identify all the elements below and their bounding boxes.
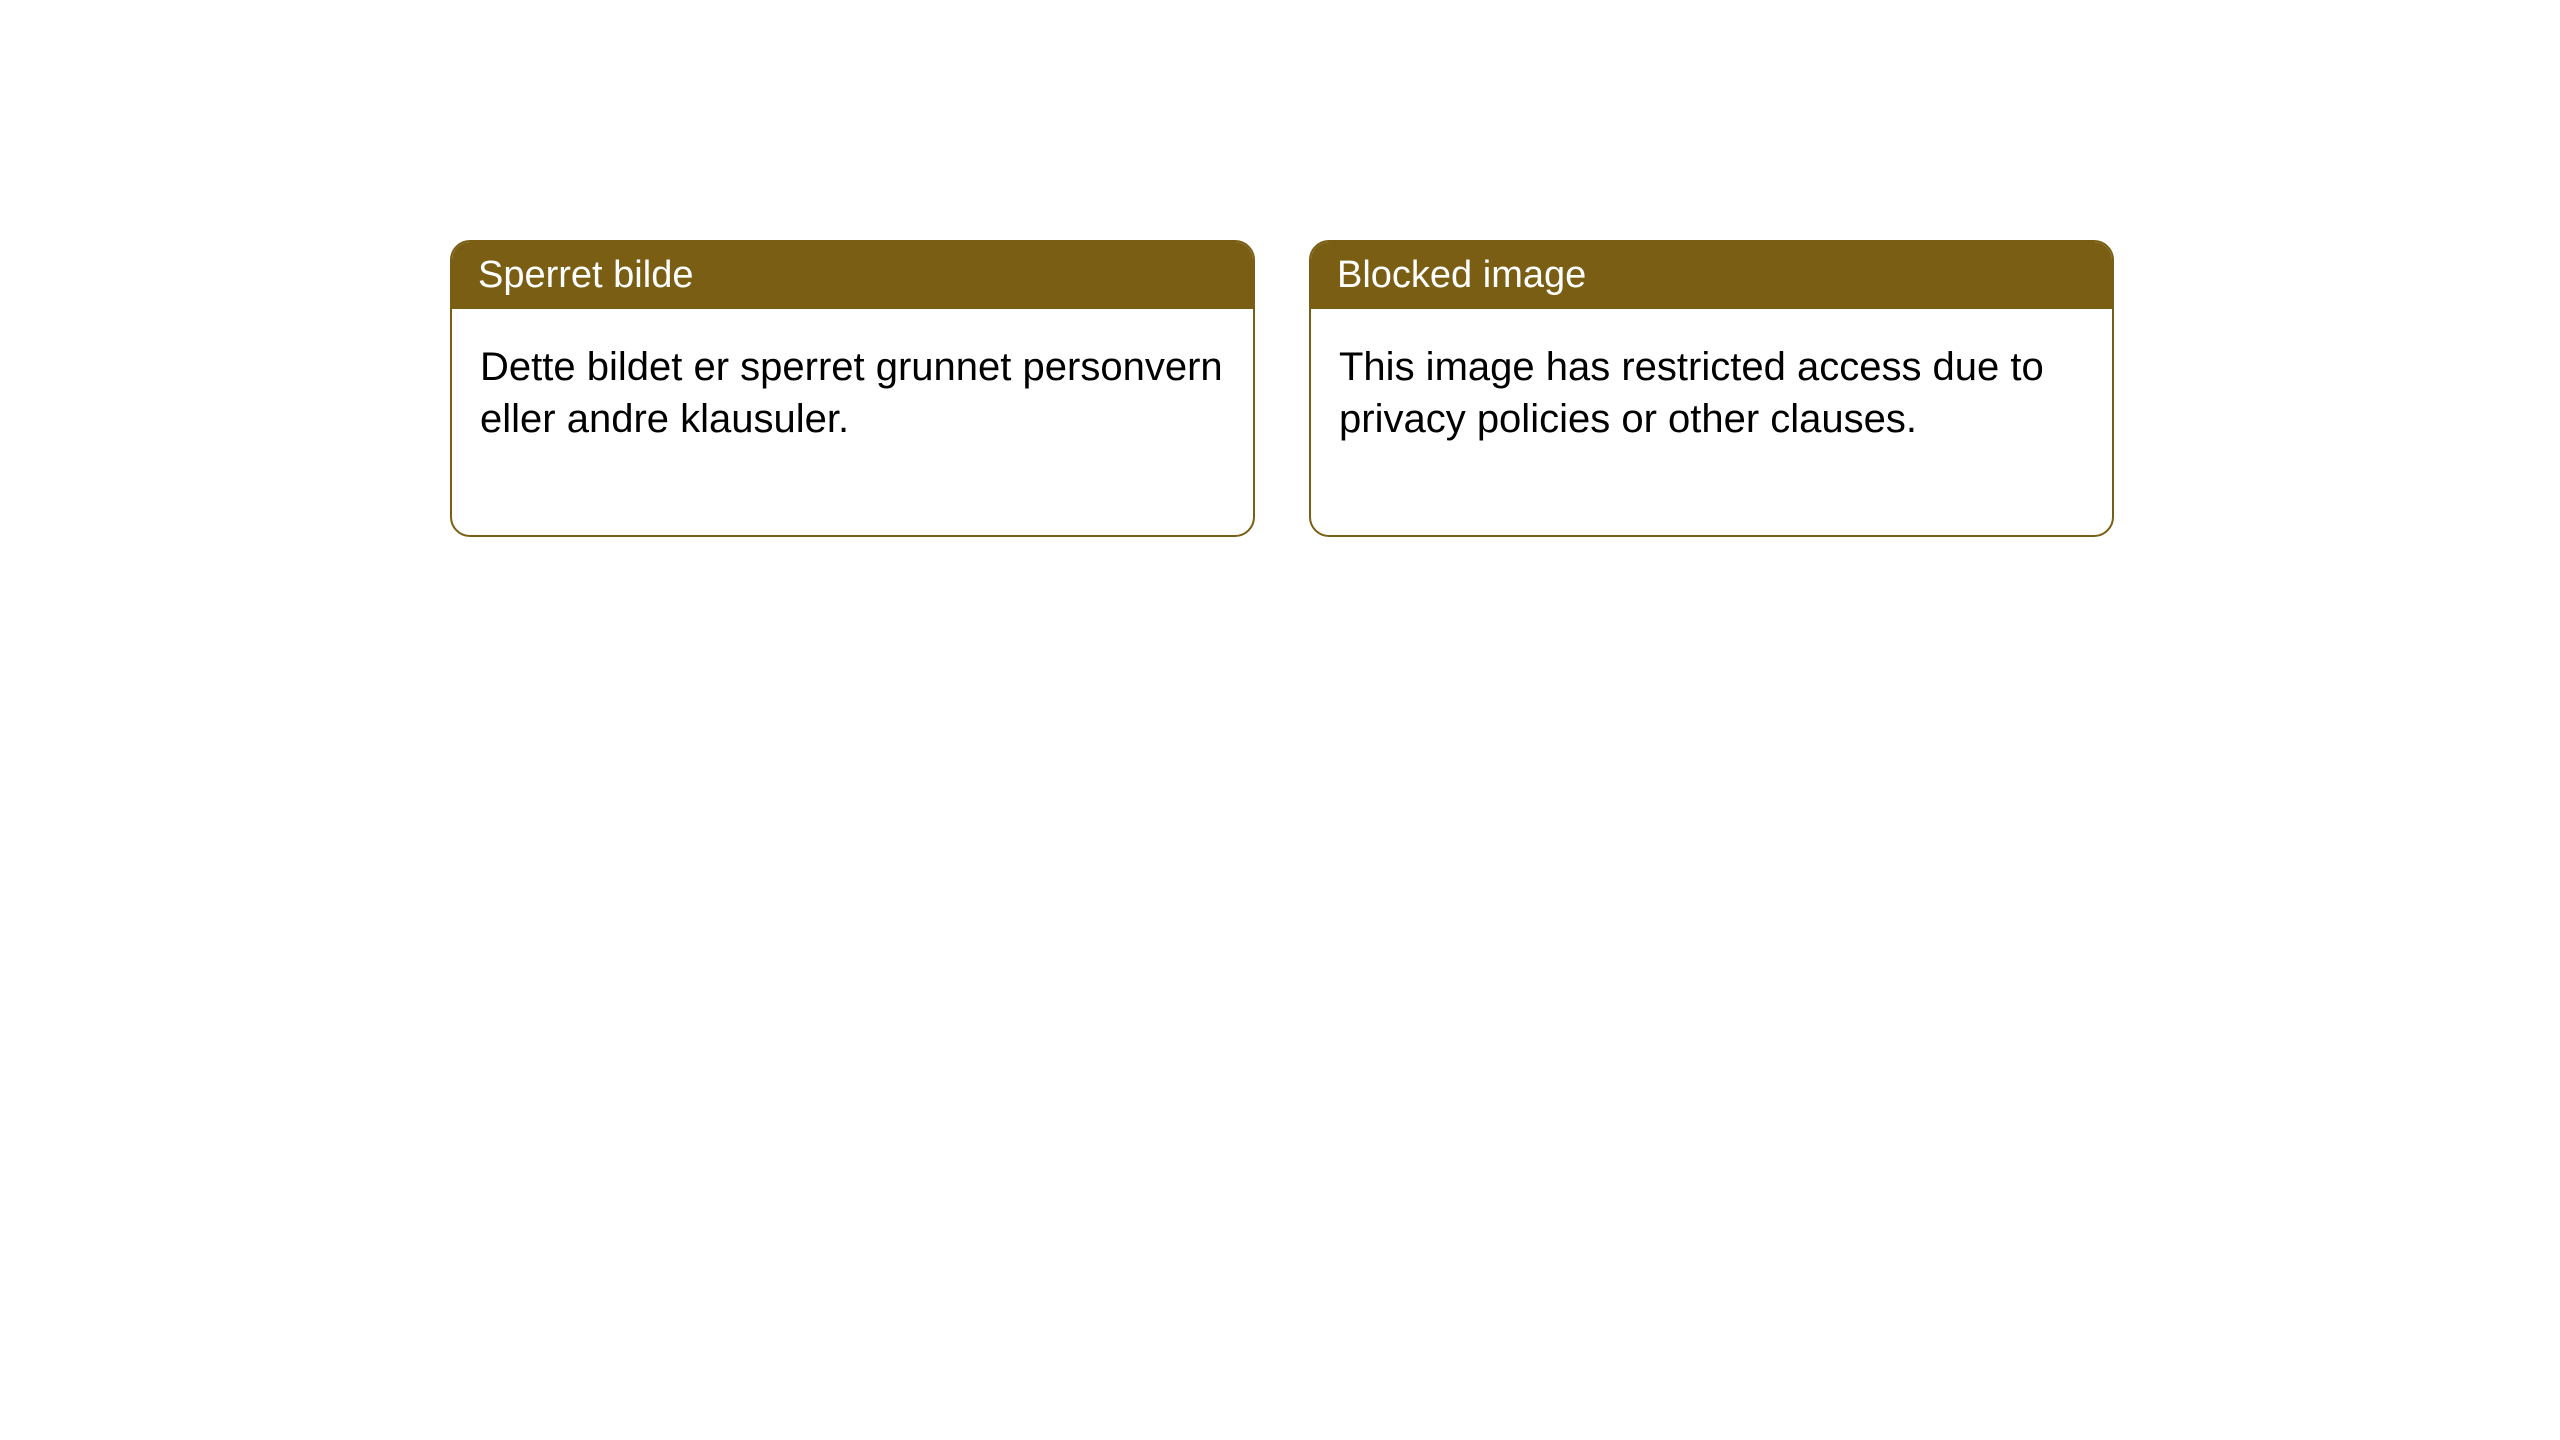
notice-card-body: This image has restricted access due to … xyxy=(1311,309,2112,535)
notice-card-body: Dette bildet er sperret grunnet personve… xyxy=(452,309,1253,535)
notice-card-header: Blocked image xyxy=(1311,242,2112,309)
notice-cards-container: Sperret bilde Dette bildet er sperret gr… xyxy=(0,0,2560,537)
notice-card-header: Sperret bilde xyxy=(452,242,1253,309)
notice-card-norwegian: Sperret bilde Dette bildet er sperret gr… xyxy=(450,240,1255,537)
notice-card-english: Blocked image This image has restricted … xyxy=(1309,240,2114,537)
